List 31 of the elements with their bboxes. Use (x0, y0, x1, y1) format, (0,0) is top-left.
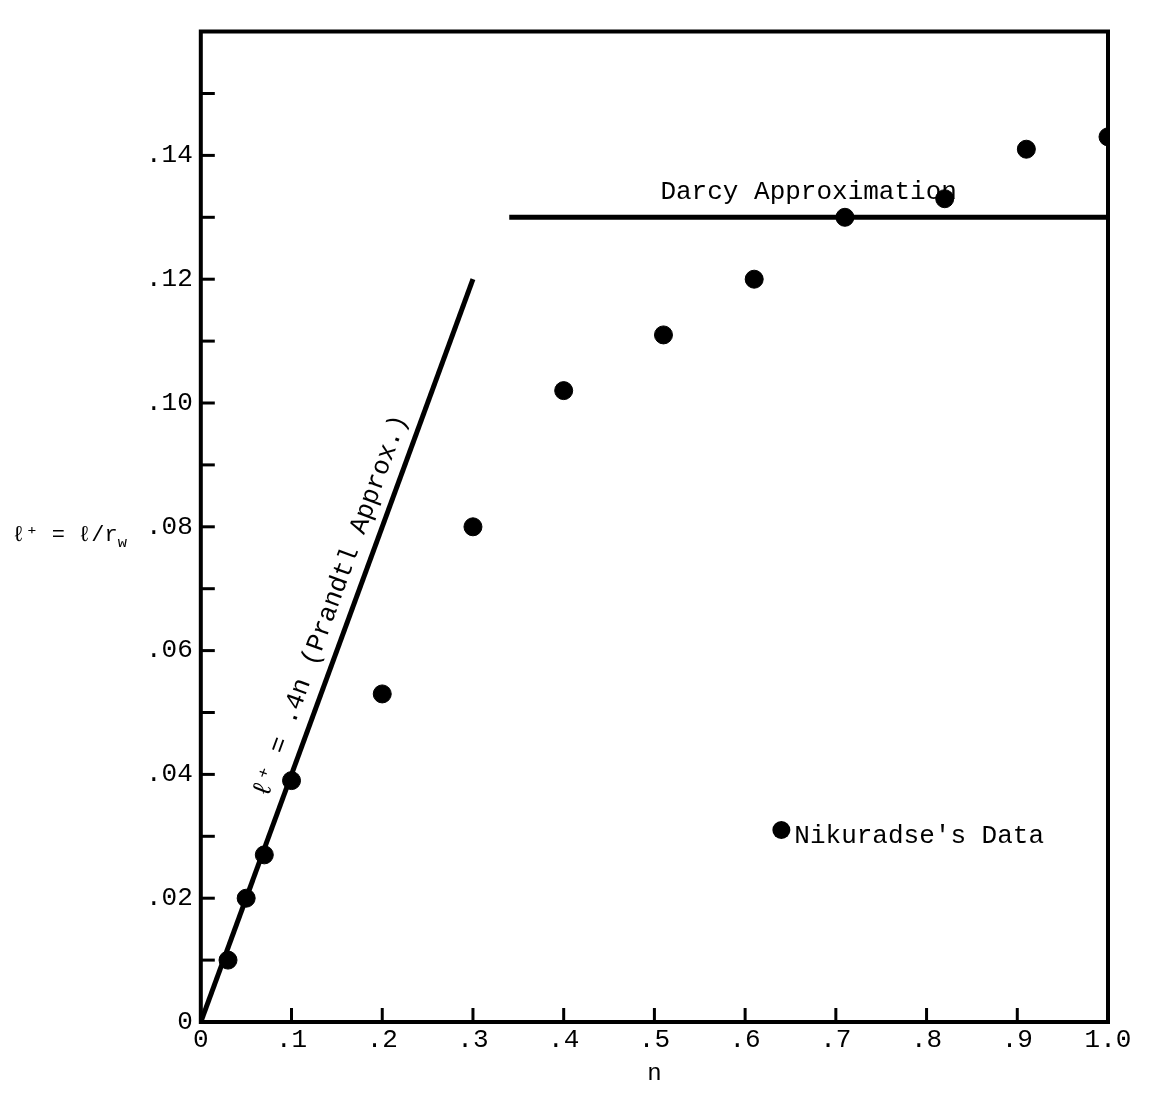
y-tick-label: .12 (146, 264, 193, 295)
point (372, 684, 392, 704)
x-tick-label: .3 (457, 1025, 489, 1056)
point (236, 888, 256, 908)
y-tick-label: .08 (146, 511, 193, 542)
point (282, 771, 302, 791)
point (218, 950, 238, 970)
x-tick-label: .4 (548, 1025, 580, 1056)
x-tick-label: .2 (366, 1025, 398, 1056)
x-tick-label: .1 (275, 1025, 308, 1056)
x-tick-label: 1.0 (1084, 1025, 1132, 1056)
point (254, 845, 274, 865)
point (744, 269, 764, 289)
legend-label: Nikuradse's Data (794, 820, 1044, 851)
y-tick-label: 0 (177, 1006, 193, 1037)
y-tick-label: .04 (146, 759, 193, 790)
point (835, 207, 855, 227)
x-tick-label: .5 (638, 1025, 671, 1056)
y-tick-label: .10 (146, 387, 193, 418)
point (463, 517, 483, 537)
point (554, 381, 574, 401)
x-tick-label: .7 (820, 1025, 852, 1056)
point (1016, 139, 1036, 159)
x-tick-label: .9 (1001, 1025, 1033, 1056)
x-tick-label: .6 (729, 1025, 761, 1056)
y-tick-label: .02 (146, 883, 193, 914)
y-tick-label: .06 (146, 635, 193, 666)
x-tick-label: .8 (910, 1025, 943, 1056)
point (653, 325, 673, 345)
x-axis-title: n (647, 1059, 662, 1087)
y-tick-label: .14 (146, 140, 193, 171)
